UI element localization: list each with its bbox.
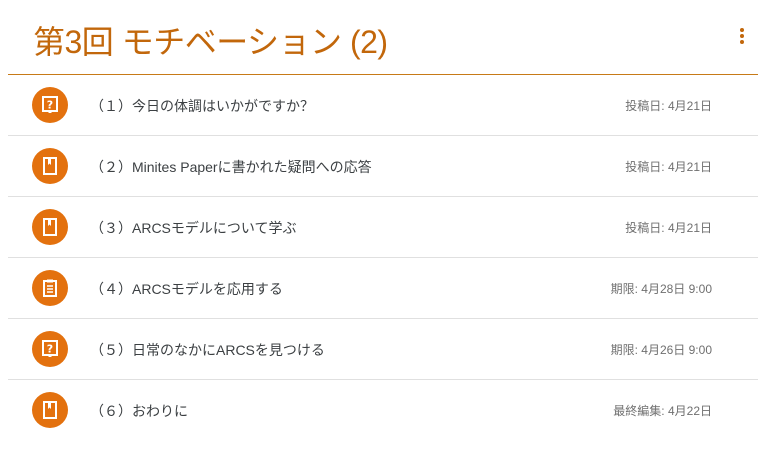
- more-vert-icon[interactable]: [738, 28, 746, 48]
- item-date: 最終編集: 4月22日: [613, 404, 712, 418]
- list-item[interactable]: （６）おわりに 最終編集: 4月22日: [8, 380, 758, 440]
- svg-text:?: ?: [47, 343, 53, 356]
- question-icon: ?: [32, 87, 68, 123]
- material-book-icon: [32, 148, 68, 184]
- item-date: 投稿日: 4月21日: [625, 221, 712, 235]
- item-date: 期限: 4月28日 9:00: [610, 282, 712, 296]
- list-item[interactable]: ? （５）日常のなかにARCSを見つける 期限: 4月26日 9:00: [8, 319, 758, 380]
- list-item[interactable]: （３）ARCSモデルについて学ぶ 投稿日: 4月21日: [8, 197, 758, 258]
- classwork-list: ? （１）今日の体調はいかがですか？ 投稿日: 4月21日 （２）Minites…: [8, 75, 758, 440]
- item-date: 投稿日: 4月21日: [625, 99, 712, 113]
- list-item[interactable]: （４）ARCSモデルを応用する 期限: 4月28日 9:00: [8, 258, 758, 319]
- item-title: （５）日常のなかにARCSを見つける: [90, 342, 325, 358]
- question-icon: ?: [32, 331, 68, 367]
- item-title: （３）ARCSモデルについて学ぶ: [90, 220, 297, 236]
- svg-text:?: ?: [47, 99, 53, 112]
- list-item[interactable]: （２）Minites Paperに書かれた疑問への応答 投稿日: 4月21日: [8, 136, 758, 197]
- item-title: （２）Minites Paperに書かれた疑問への応答: [90, 159, 372, 175]
- list-item[interactable]: ? （１）今日の体調はいかがですか？ 投稿日: 4月21日: [8, 75, 758, 136]
- assignment-icon: [32, 270, 68, 306]
- material-book-icon: [32, 392, 68, 428]
- item-title: （６）おわりに: [90, 403, 188, 419]
- item-date: 期限: 4月26日 9:00: [610, 343, 712, 357]
- topic-header: 第3回 モチベーション (2): [8, 0, 758, 75]
- topic-title: 第3回 モチベーション (2): [33, 24, 388, 60]
- material-book-icon: [32, 209, 68, 245]
- item-date: 投稿日: 4月21日: [625, 160, 712, 174]
- item-title: （１）今日の体調はいかがですか？: [90, 98, 314, 114]
- item-title: （４）ARCSモデルを応用する: [90, 281, 283, 297]
